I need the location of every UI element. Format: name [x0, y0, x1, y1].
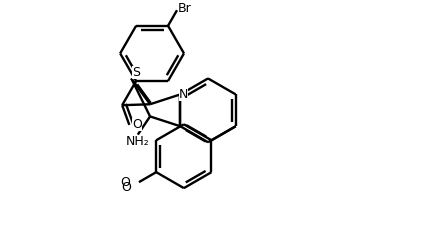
Text: NH₂: NH₂ [126, 135, 150, 148]
Text: S: S [132, 66, 140, 79]
Text: O: O [121, 181, 131, 194]
Text: O: O [120, 176, 130, 189]
Text: O: O [132, 118, 142, 131]
Text: Br: Br [178, 2, 192, 15]
Text: N: N [179, 88, 188, 101]
